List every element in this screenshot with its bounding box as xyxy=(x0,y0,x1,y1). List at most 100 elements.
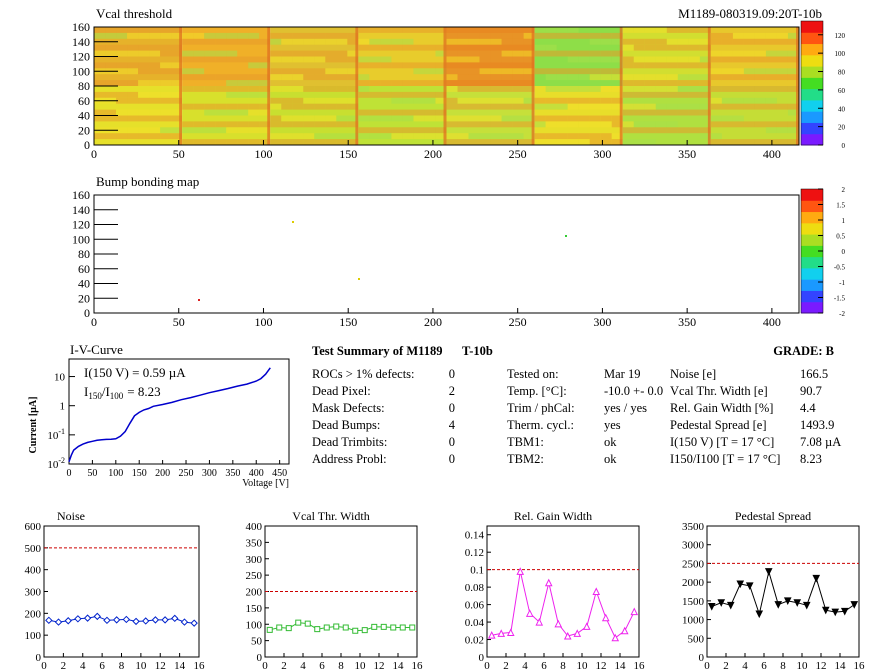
data-point xyxy=(304,620,311,627)
heatmap-texture xyxy=(281,115,293,122)
heatmap-texture xyxy=(589,97,601,104)
heatmap-texture xyxy=(479,139,491,145)
summary-row-label: Dead Bumps: xyxy=(312,418,381,432)
data-point xyxy=(611,633,620,642)
heatmap-texture xyxy=(710,103,722,110)
heatmap-texture xyxy=(578,68,590,75)
heatmap-texture xyxy=(138,32,150,39)
heatmap-texture xyxy=(688,56,700,63)
heatmap-texture xyxy=(94,62,106,69)
heatmap-texture xyxy=(358,91,370,98)
heatmap-texture xyxy=(281,68,293,75)
heatmap-texture xyxy=(369,56,381,63)
iv-title: I-V-Curve xyxy=(70,342,123,357)
iv-y-tick-base: 10 xyxy=(54,372,66,384)
iv-y-tick-label: 10-2 xyxy=(47,456,65,471)
heatmap-texture xyxy=(127,80,139,86)
heatmap-texture xyxy=(336,32,348,39)
heatmap-texture xyxy=(600,121,612,128)
heatmap-texture xyxy=(644,56,656,63)
grade: GRADE: B xyxy=(773,344,834,358)
heatmap-texture xyxy=(116,68,128,75)
heatmap-texture xyxy=(765,103,777,110)
heatmap-texture xyxy=(501,139,513,145)
heatmap-texture xyxy=(710,115,722,122)
heatmap-texture xyxy=(600,38,612,45)
heatmap-texture xyxy=(369,91,381,98)
heatmap-texture xyxy=(677,103,689,110)
heatmap-texture xyxy=(237,109,249,116)
vcal-axes: 0 50 100 150 200 250 300 350 4000204060801001201… xyxy=(72,20,781,161)
summary-row-value: 2 xyxy=(448,384,455,398)
heatmap-texture xyxy=(160,80,172,86)
y-tick-label: 80 xyxy=(78,247,90,261)
x-tick-label: 2 xyxy=(281,660,287,672)
palette-swatch xyxy=(801,279,823,291)
y-tick-label: 60 xyxy=(78,94,90,108)
per-roc-chart: Pedestal Spread 0 2 4 6 8 10 12 14 16 0 500 1000 1500… xyxy=(682,509,865,672)
heatmap-texture xyxy=(446,139,458,145)
data-point xyxy=(774,601,783,609)
heatmap-texture xyxy=(721,139,733,145)
y-tick-label: 0 xyxy=(84,306,90,320)
y-tick-label: 500 xyxy=(688,633,705,645)
heatmap-texture xyxy=(457,121,469,128)
palette-tick-label: 80 xyxy=(838,69,846,77)
heatmap-texture xyxy=(787,127,799,134)
heatmap-texture xyxy=(633,44,645,51)
data-point xyxy=(554,619,563,628)
heatmap-texture xyxy=(589,38,601,45)
x-tick-label: 16 xyxy=(634,660,646,672)
x-tick-label: 350 xyxy=(678,315,696,329)
heatmap-texture xyxy=(171,27,183,33)
heatmap-texture xyxy=(710,74,722,81)
vcal-threshold-map: Vcal threshold M1189-080319.09:20T-10b 0… xyxy=(72,6,846,329)
heatmap-texture xyxy=(314,32,326,39)
heatmap-texture xyxy=(556,133,568,140)
y-tick-label: 120 xyxy=(72,50,90,64)
heatmap-texture xyxy=(732,97,744,104)
heatmap-texture xyxy=(743,68,755,75)
heatmap-texture xyxy=(732,74,744,81)
heatmap-texture xyxy=(633,91,645,98)
heatmap-texture xyxy=(534,27,546,33)
heatmap-texture xyxy=(193,32,205,39)
heatmap-texture xyxy=(237,56,249,63)
y-tick-label: 400 xyxy=(25,565,42,577)
x-tick-label: 100 xyxy=(254,315,272,329)
iv-annotation-1: I(150 V) = 0.59 µA xyxy=(84,365,186,380)
y-tick-label: 0.12 xyxy=(465,547,484,559)
heatmap-texture xyxy=(259,91,271,98)
heatmap-texture xyxy=(325,97,337,104)
heatmap-texture xyxy=(347,32,359,39)
heatmap-texture xyxy=(633,139,645,145)
heatmap-texture xyxy=(325,121,337,128)
heatmap-texture xyxy=(457,133,469,140)
y-tick-label: 0 xyxy=(36,652,42,664)
heatmap-texture xyxy=(644,103,656,110)
heatmap-texture xyxy=(765,32,777,39)
heatmap-texture xyxy=(512,68,524,75)
heatmap-texture xyxy=(248,127,260,134)
heatmap-texture xyxy=(644,91,656,98)
iv-y-tick-label: 1 xyxy=(60,401,66,413)
heatmap-texture xyxy=(468,139,480,145)
heatmap-texture xyxy=(226,80,238,86)
heatmap-texture xyxy=(380,27,392,33)
heatmap-texture xyxy=(622,103,634,110)
heatmap-texture xyxy=(743,74,755,81)
palette-tick-label: -2 xyxy=(839,310,845,318)
heatmap-texture xyxy=(523,32,535,39)
heatmap-texture xyxy=(578,50,590,57)
heatmap-texture xyxy=(138,127,150,134)
y-tick-label: 100 xyxy=(72,232,90,246)
heatmap-texture xyxy=(380,109,392,116)
heatmap-texture xyxy=(699,133,711,140)
data-point xyxy=(831,608,840,617)
heatmap-texture xyxy=(314,115,326,122)
heatmap-texture xyxy=(369,109,381,116)
heatmap-texture xyxy=(380,44,392,51)
heatmap-texture xyxy=(633,109,645,116)
palette-swatch xyxy=(801,32,823,45)
heatmap-texture xyxy=(281,74,293,81)
